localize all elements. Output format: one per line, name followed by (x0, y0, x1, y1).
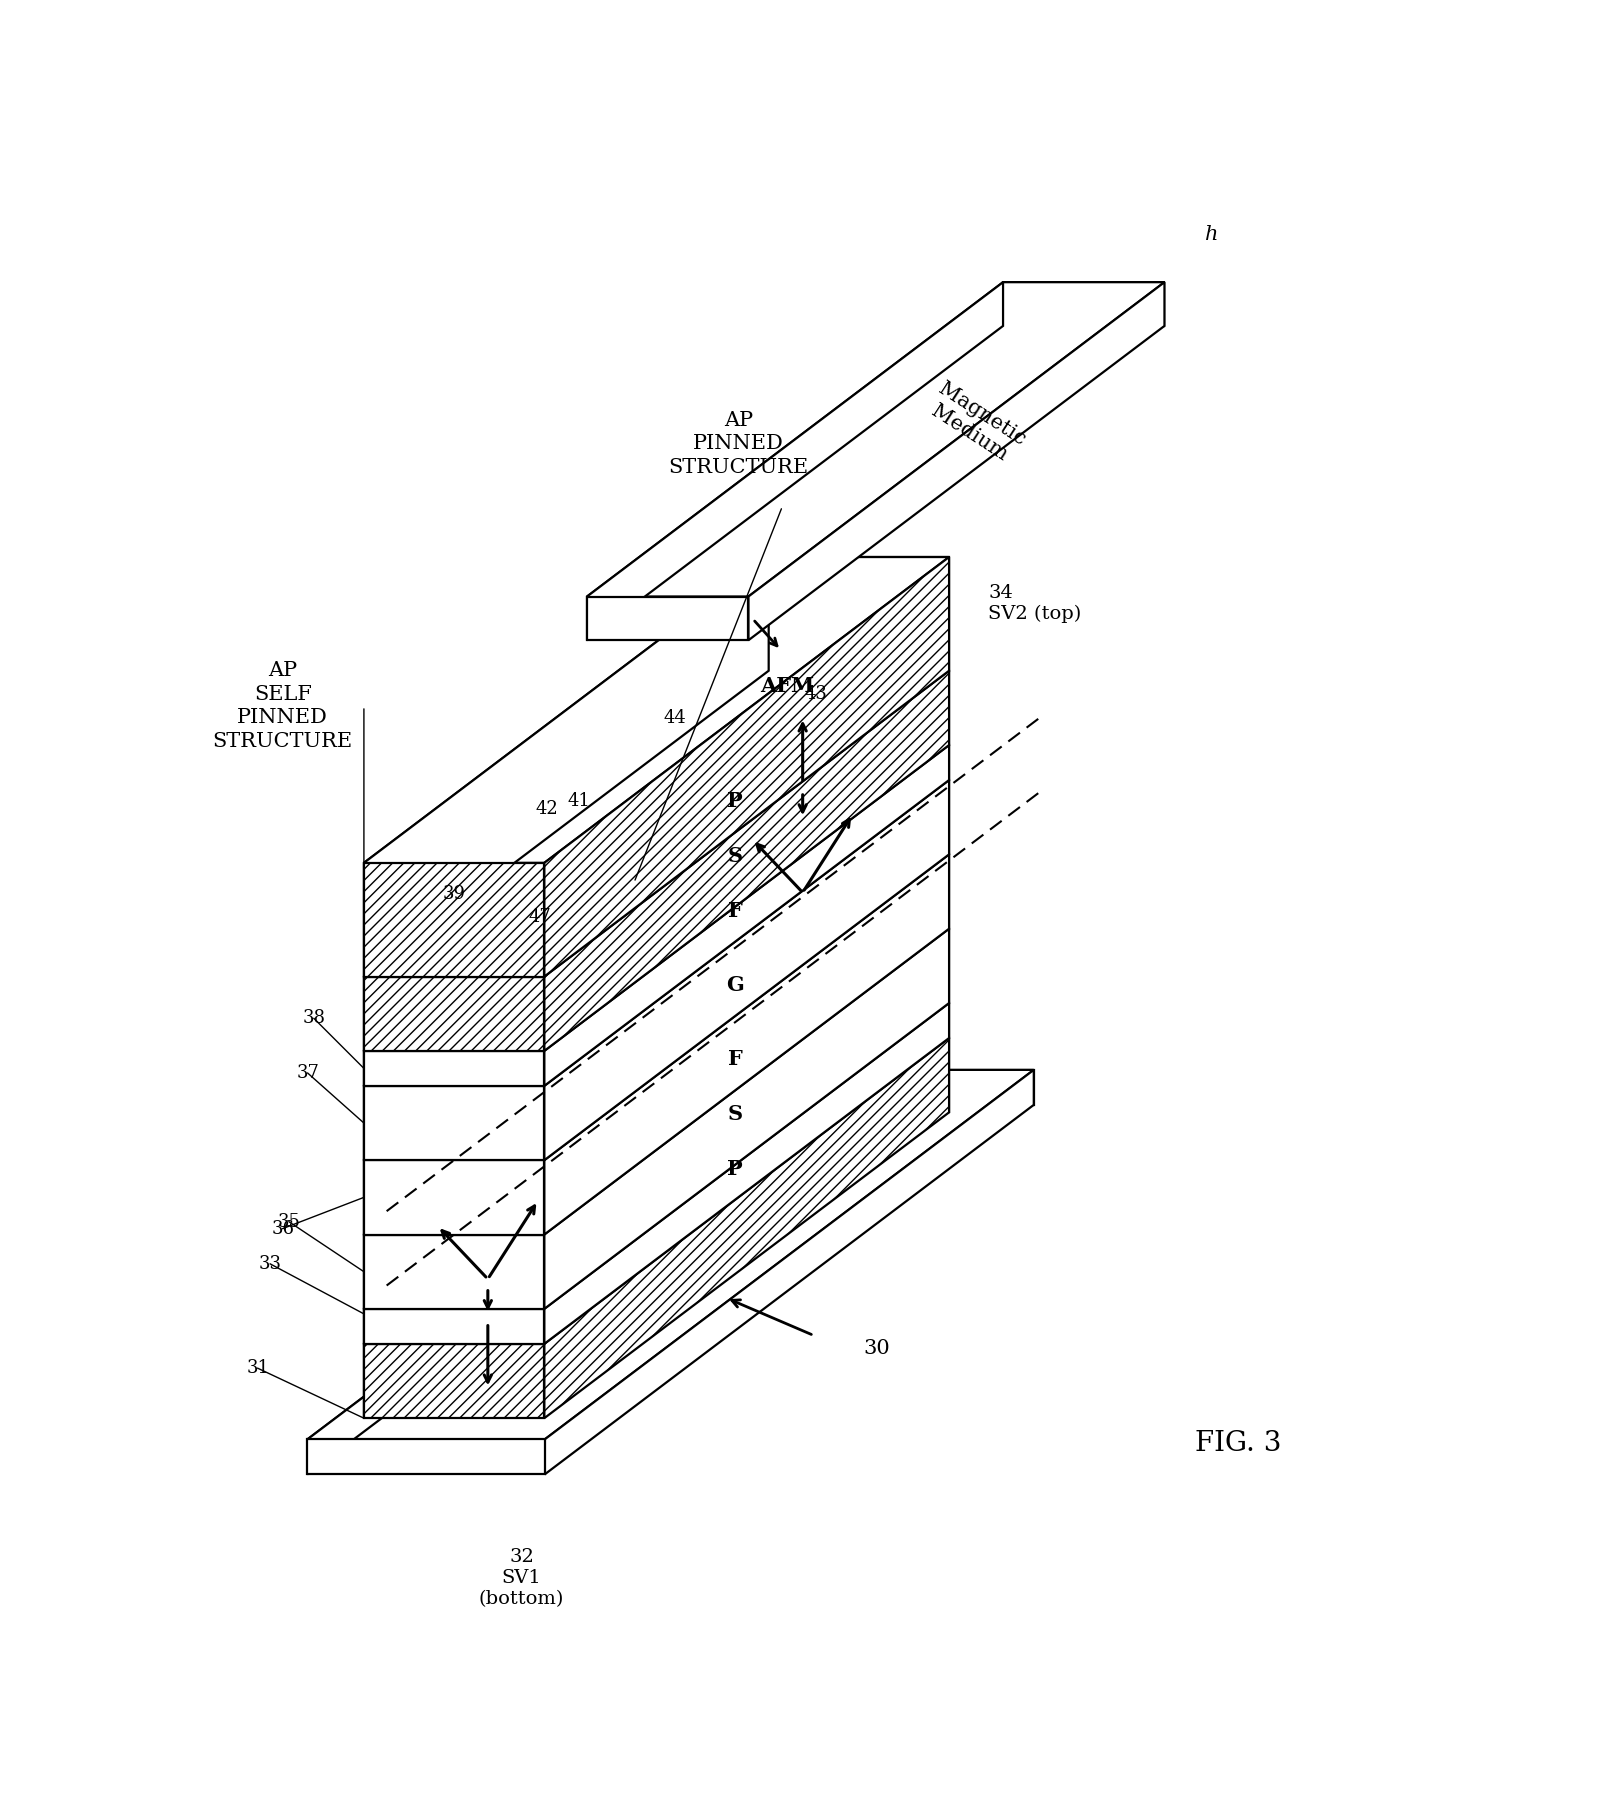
Polygon shape (364, 1051, 545, 1085)
Polygon shape (364, 1003, 949, 1310)
Polygon shape (364, 1161, 545, 1234)
Polygon shape (364, 854, 949, 1161)
Text: S: S (727, 1103, 743, 1125)
Polygon shape (308, 1069, 796, 1475)
Polygon shape (545, 745, 949, 1085)
Text: 31: 31 (247, 1360, 269, 1378)
Polygon shape (364, 780, 769, 1161)
Polygon shape (545, 558, 949, 976)
Polygon shape (587, 282, 1164, 597)
Polygon shape (308, 1069, 1033, 1439)
Polygon shape (364, 558, 769, 976)
Polygon shape (769, 745, 949, 780)
Polygon shape (364, 976, 545, 1051)
Text: 33: 33 (258, 1254, 282, 1274)
Polygon shape (587, 597, 748, 640)
Text: 43: 43 (804, 685, 827, 703)
Polygon shape (769, 1039, 949, 1112)
Text: 35: 35 (277, 1213, 300, 1231)
Text: 30: 30 (862, 1338, 890, 1358)
Polygon shape (545, 780, 949, 1161)
Polygon shape (364, 929, 949, 1234)
Polygon shape (796, 1069, 1033, 1105)
Polygon shape (364, 1310, 545, 1344)
Polygon shape (769, 558, 949, 671)
Text: 39: 39 (442, 884, 466, 902)
Text: G: G (727, 974, 745, 996)
Polygon shape (364, 558, 949, 863)
Text: P: P (727, 1159, 743, 1179)
Text: 47: 47 (529, 908, 551, 926)
Polygon shape (364, 745, 769, 1085)
Text: 36: 36 (271, 1220, 295, 1238)
Text: AP
PINNED
STRUCTURE: AP PINNED STRUCTURE (669, 411, 809, 477)
Text: P: P (727, 791, 743, 811)
Polygon shape (545, 671, 949, 1051)
Polygon shape (769, 1003, 949, 1039)
Polygon shape (364, 671, 769, 1051)
Polygon shape (364, 780, 949, 1085)
Polygon shape (364, 1234, 545, 1310)
Polygon shape (545, 1039, 949, 1419)
Text: 38: 38 (303, 1010, 326, 1028)
Text: 37: 37 (297, 1064, 319, 1082)
Polygon shape (545, 1003, 949, 1344)
Text: Magnetic
Medium: Magnetic Medium (922, 379, 1028, 468)
Text: 42: 42 (535, 800, 558, 818)
Text: F: F (729, 901, 743, 920)
Polygon shape (364, 1039, 769, 1419)
Polygon shape (364, 854, 769, 1234)
Text: AFM: AFM (759, 676, 814, 696)
Text: FIG. 3: FIG. 3 (1194, 1430, 1282, 1457)
Polygon shape (364, 929, 769, 1310)
Polygon shape (769, 929, 949, 1003)
Polygon shape (308, 1439, 545, 1475)
Polygon shape (364, 863, 545, 976)
Text: F: F (729, 1049, 743, 1069)
Polygon shape (364, 1039, 949, 1344)
Polygon shape (769, 854, 949, 929)
Polygon shape (364, 1003, 769, 1344)
Polygon shape (364, 1344, 545, 1419)
Polygon shape (769, 671, 949, 745)
Polygon shape (364, 671, 949, 976)
Text: 32
SV1
(bottom): 32 SV1 (bottom) (479, 1548, 564, 1607)
Text: 41: 41 (567, 793, 590, 811)
Text: S: S (727, 847, 743, 867)
Polygon shape (587, 282, 1003, 640)
Polygon shape (1003, 282, 1164, 327)
Text: h: h (1204, 226, 1219, 244)
Polygon shape (545, 854, 949, 1234)
Text: 44: 44 (664, 709, 687, 727)
Polygon shape (364, 745, 949, 1051)
Text: AP
SELF
PINNED
STRUCTURE: AP SELF PINNED STRUCTURE (213, 662, 353, 752)
Polygon shape (545, 929, 949, 1310)
Polygon shape (364, 1085, 545, 1161)
Polygon shape (748, 282, 1164, 640)
Polygon shape (769, 780, 949, 854)
Text: 34
SV2 (top): 34 SV2 (top) (988, 585, 1082, 623)
Polygon shape (545, 1069, 1033, 1475)
